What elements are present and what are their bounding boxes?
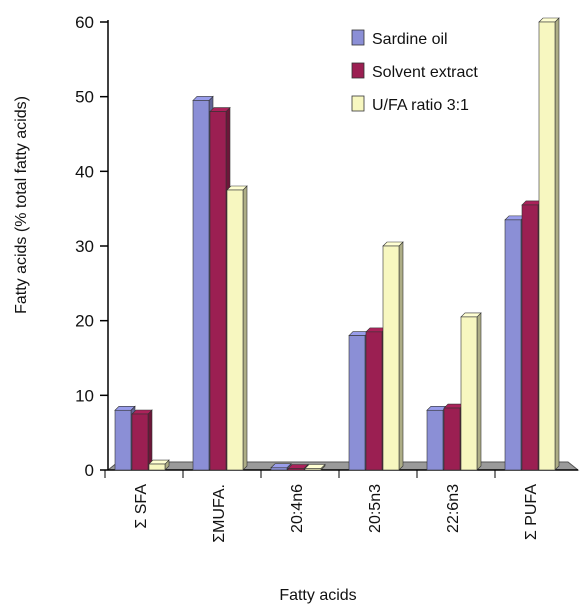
x-tick-label: Σ SFA [133, 484, 150, 529]
bar-side-face [398, 241, 404, 471]
bar-side-face [554, 17, 560, 471]
legend: Sardine oil Solvent extract U/FA ratio 3:1 [351, 29, 478, 114]
bar-front-face [382, 245, 400, 471]
bar [460, 312, 482, 471]
legend-swatch [351, 29, 365, 46]
bar-top-face [114, 405, 136, 411]
y-tick-label: 0 [85, 461, 94, 480]
bar-side-face [147, 409, 153, 471]
bar [226, 185, 248, 471]
bar-top-face [131, 409, 153, 415]
y-tick-label: 10 [75, 386, 94, 405]
bar [304, 463, 326, 471]
bar-side-face [476, 312, 482, 471]
bar [382, 241, 404, 471]
bar-top-face [226, 185, 248, 191]
bar-top-face [538, 17, 560, 23]
x-tick-label: 20:5n3 [367, 484, 384, 533]
bar-top-face [287, 464, 309, 469]
bar-top-face [270, 463, 292, 469]
legend-swatch [351, 95, 365, 112]
bar-top-face [148, 459, 170, 465]
category-labels-layer: Σ SFA ΣMUFA. 20:4n6 20:5n3 22:6n3 Σ PUFA [104, 470, 540, 543]
x-tick-label: 20:4n6 [289, 484, 306, 533]
y-axis-title: Fatty acids (% total fatty acids) [13, 96, 30, 314]
bar-front-face [192, 100, 210, 471]
x-tick-label: 22:6n3 [445, 484, 462, 533]
bar-front-face [270, 467, 288, 471]
bar-front-face [114, 409, 132, 471]
legend-label: U/FA ratio 3:1 [372, 97, 469, 114]
y-tick-label: 20 [75, 312, 94, 331]
bar-front-face [131, 413, 149, 471]
bar-front-face [148, 463, 166, 471]
bar-top-face [304, 464, 326, 469]
bar [131, 409, 153, 471]
bar-front-face [287, 468, 305, 471]
bar-side-face [242, 185, 248, 471]
bar-front-face [443, 407, 461, 471]
bar-front-face [460, 316, 478, 471]
y-tick-label: 60 [75, 13, 94, 32]
bar-top-face [382, 241, 404, 247]
x-tick-label: Σ PUFA [523, 484, 540, 540]
bar-top-face [192, 96, 214, 101]
bars-layer [114, 17, 560, 471]
x-axis-title: Fatty acids [279, 587, 356, 604]
bar-top-face [460, 312, 482, 318]
bar-front-face [209, 111, 227, 471]
y-tick-label: 30 [75, 237, 94, 256]
y-axis-layer: 0 10 20 30 40 50 60 [75, 13, 578, 480]
bar-front-face [226, 189, 244, 471]
legend-item: Solvent extract [351, 62, 478, 81]
legend-label: Sardine oil [372, 31, 448, 48]
bar-front-face [521, 204, 539, 471]
bar-front-face [504, 219, 522, 471]
legend-item: U/FA ratio 3:1 [351, 95, 469, 114]
bar-front-face [538, 21, 556, 471]
bar-front-face [348, 335, 366, 471]
bar-front-face [426, 409, 444, 471]
legend-item: Sardine oil [351, 29, 448, 48]
bar-front-face [304, 468, 322, 471]
bar-front-face [365, 331, 383, 471]
legend-swatch [351, 62, 365, 79]
bar [148, 459, 170, 471]
y-tick-label: 40 [75, 162, 94, 181]
y-tick-label: 50 [75, 88, 94, 107]
x-tick-label: ΣMUFA. [211, 484, 228, 543]
bar-top-face [209, 107, 231, 112]
bar [538, 17, 560, 471]
legend-label: Solvent extract [372, 64, 478, 81]
